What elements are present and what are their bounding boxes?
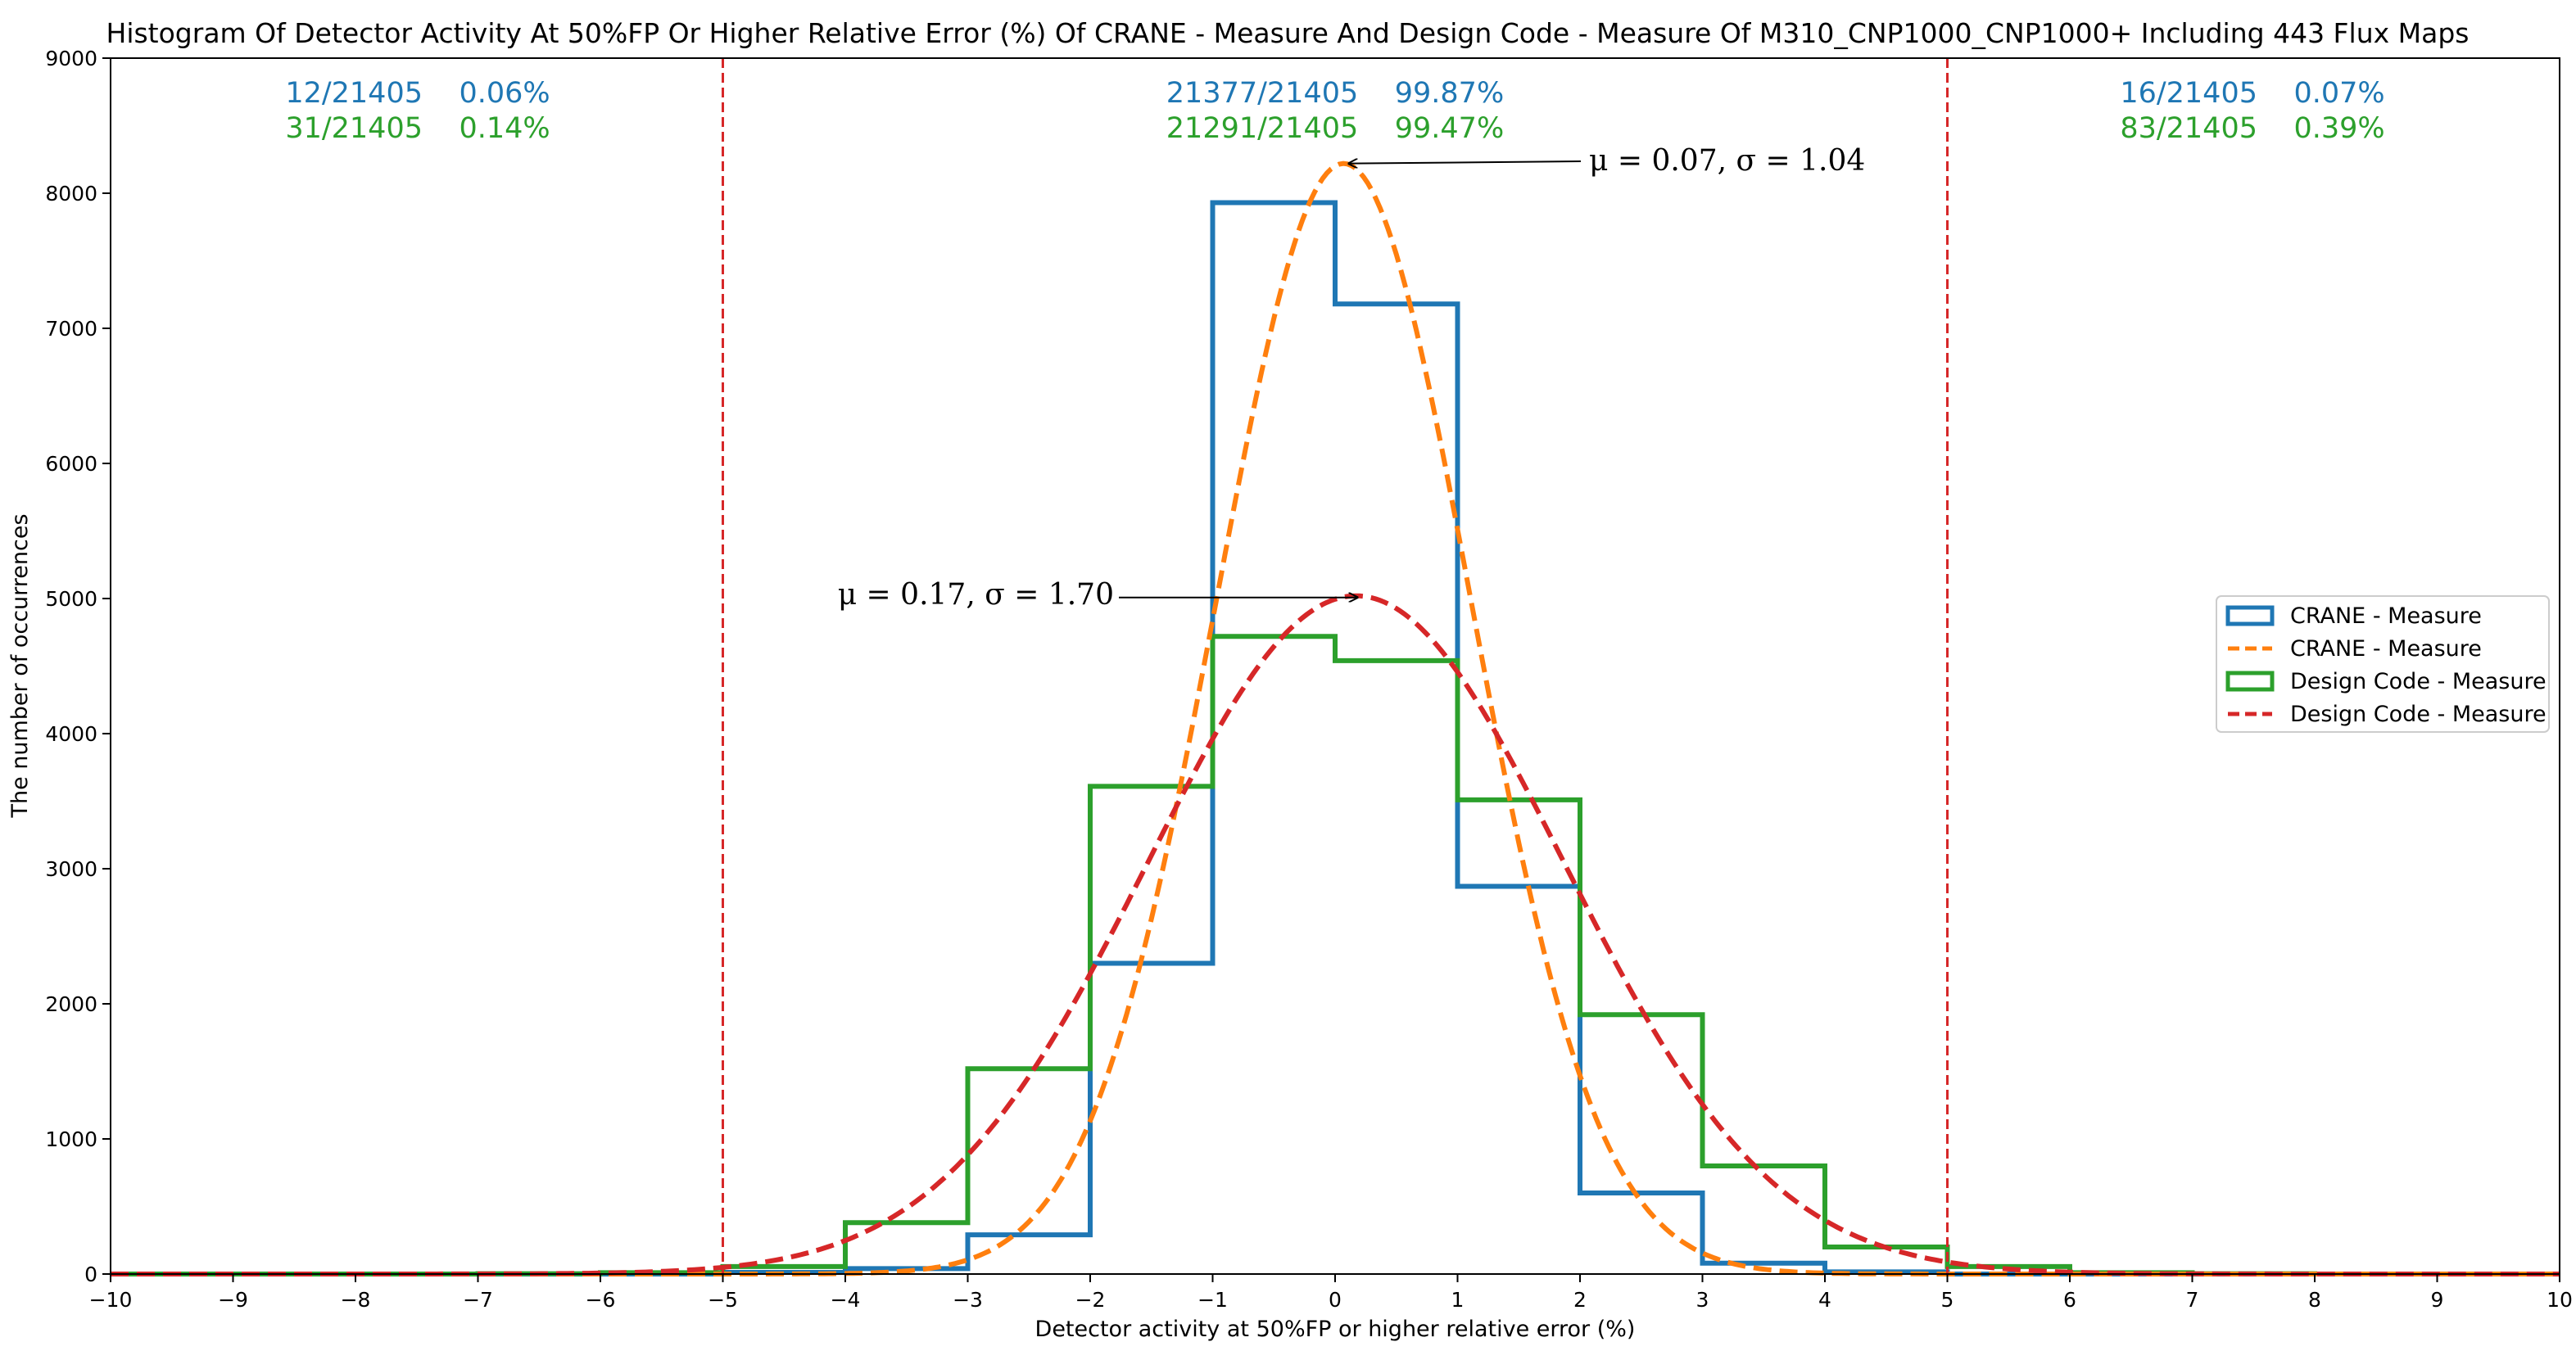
y-tick-label: 4000 xyxy=(45,722,97,746)
x-tick-label: −8 xyxy=(341,1288,371,1312)
x-tick-label: 0 xyxy=(1329,1288,1342,1312)
legend-swatch-2 xyxy=(2225,671,2275,692)
fit-curve-3 xyxy=(111,593,2560,1276)
histogram-series-0 xyxy=(111,200,2560,1276)
x-axis-label: Detector activity at 50%FP or higher rel… xyxy=(1035,1317,1636,1342)
x-tick-label: 10 xyxy=(2547,1288,2573,1312)
y-tick-label: 1000 xyxy=(45,1127,97,1151)
legend-items: CRANE - Measure CRANE - Measure Design Cod… xyxy=(2225,603,2547,727)
threshold-lines xyxy=(722,58,1949,1274)
histogram-series-2 xyxy=(111,634,2560,1276)
x-tick-label: 5 xyxy=(1941,1288,1954,1312)
x-tick-label: −3 xyxy=(953,1288,983,1312)
crane-fit-label: μ = 0.07, σ = 1.04 xyxy=(1589,144,1865,178)
right-design-count: 83/21405 0.39% xyxy=(2120,112,2384,145)
x-tick-label: 6 xyxy=(2063,1288,2076,1312)
x-axis: −10 −9 −8 −7 −6 −5 −4 −3 −2 −1 0 1 2 3 4 5 6 7 8 9 10 xyxy=(89,1274,2573,1312)
y-axis-label: The number of occurrences xyxy=(7,513,33,818)
legend-label-0: CRANE - Measure xyxy=(2290,603,2482,629)
x-tick-label: −2 xyxy=(1075,1288,1106,1312)
y-tick-label: 9000 xyxy=(45,47,97,70)
y-tick-label: 5000 xyxy=(45,587,97,611)
legend-box xyxy=(2216,595,2550,733)
crane-fit-arrow xyxy=(1348,161,1582,164)
center-design-count: 21291/21405 99.47% xyxy=(1166,112,1504,145)
legend: CRANE - Measure CRANE - Measure Design Cod… xyxy=(2216,595,2550,733)
y-tick-label: 6000 xyxy=(45,452,97,476)
x-tick-label: 8 xyxy=(2308,1288,2321,1312)
x-tick-label: −9 xyxy=(218,1288,248,1312)
x-tick-label: −4 xyxy=(831,1288,861,1312)
x-tick-label: 7 xyxy=(2186,1288,2199,1312)
legend-swatch-0 xyxy=(2225,605,2275,626)
y-tick-label: 0 xyxy=(84,1263,97,1286)
fit-annotations: μ = 0.07, σ = 1.04 μ = 0.17, σ = 1.70 xyxy=(838,144,1866,612)
fit-curve-1 xyxy=(111,160,2560,1276)
x-tick-label: −10 xyxy=(89,1288,133,1312)
left-crane-count: 12/21405 0.06% xyxy=(285,77,550,110)
x-tick-label: −5 xyxy=(708,1288,738,1312)
x-tick-label: 3 xyxy=(1696,1288,1709,1312)
left-design-count: 31/21405 0.14% xyxy=(285,112,550,145)
region-counts: 12/21405 0.06% 31/21405 0.14% 21377/2140… xyxy=(285,77,2384,145)
legend-label-3: Design Code - Measure xyxy=(2290,702,2547,727)
y-axis: 0 1000 2000 3000 4000 5000 6000 7000 8000 9000 xyxy=(45,47,111,1286)
y-tick-label: 2000 xyxy=(45,992,97,1016)
y-tick-label: 3000 xyxy=(45,857,97,881)
design-fit-label: μ = 0.17, σ = 1.70 xyxy=(838,578,1114,612)
right-crane-count: 16/21405 0.07% xyxy=(2120,77,2384,110)
x-tick-label: −1 xyxy=(1197,1288,1228,1312)
x-tick-label: 4 xyxy=(1818,1288,1831,1312)
y-tick-label: 7000 xyxy=(45,317,97,341)
x-tick-label: 2 xyxy=(1573,1288,1587,1312)
chart-title: Histogram Of Detector Activity At 50%FP … xyxy=(106,17,2470,49)
legend-label-1: CRANE - Measure xyxy=(2290,636,2482,662)
x-tick-label: −6 xyxy=(586,1288,616,1312)
x-tick-label: 1 xyxy=(1451,1288,1465,1312)
x-tick-label: 9 xyxy=(2431,1288,2444,1312)
legend-label-2: Design Code - Measure xyxy=(2290,669,2547,694)
y-tick-label: 8000 xyxy=(45,182,97,206)
plot-area: −10 −9 −8 −7 −6 −5 −4 −3 −2 −1 0 1 2 3 4 5 6 7 8 9 10 010002… xyxy=(45,47,2573,1312)
center-crane-count: 21377/21405 99.87% xyxy=(1166,77,1504,110)
x-tick-label: −7 xyxy=(463,1288,493,1312)
series-layer xyxy=(111,160,2560,1276)
